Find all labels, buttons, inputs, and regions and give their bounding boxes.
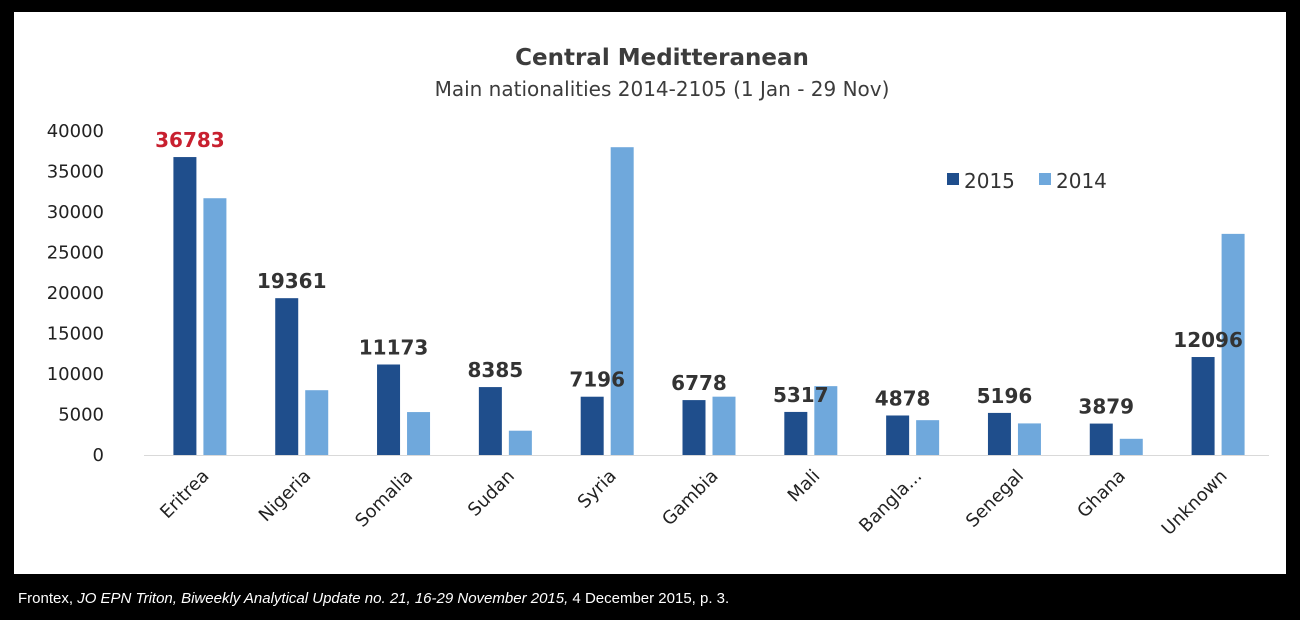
bar-2015-ghana [1089, 423, 1113, 455]
data-label-2015: 6778 [671, 371, 727, 395]
data-label-2015: 36783 [155, 128, 225, 152]
caption-prefix: Frontex, [18, 590, 78, 607]
data-label-2015: 7196 [569, 368, 625, 392]
y-axis: 0 5000 10000 15000 20000 25000 30000 35000 40000 [47, 121, 1269, 466]
legend: 2015 2014 [947, 169, 1107, 193]
bar-2015-eritrea [173, 157, 197, 456]
bar-2014-somalia [407, 412, 431, 455]
y-tick-label: 30000 [47, 202, 104, 223]
x-tick-label: Eritrea [156, 466, 213, 523]
y-tick-label: 10000 [47, 364, 104, 385]
bar-2015-gambia [682, 400, 706, 455]
x-tick-label: Nigeria [255, 466, 315, 526]
bar-2015-sudan [478, 387, 502, 455]
bar-2015-bangla [886, 415, 910, 455]
x-tick-label: Senegal [962, 466, 1028, 532]
y-tick-label: 35000 [47, 162, 104, 183]
y-tick-label: 25000 [47, 243, 104, 264]
bars-group [173, 147, 1245, 456]
data-label-2015: 3879 [1078, 395, 1134, 419]
x-tick-label: Unknown [1158, 466, 1232, 540]
bar-2015-syria [580, 396, 604, 455]
bar-2014-unknown [1221, 233, 1245, 455]
y-tick-label: 0 [93, 445, 104, 466]
caption-title: JO EPN Triton, Biweekly Analytical Updat… [77, 590, 569, 607]
legend-swatch-2014 [1039, 173, 1051, 185]
bar-2014-mali [814, 386, 838, 455]
x-axis: Eritrea Nigeria Somalia Sudan Syria Gambia Mal… [156, 466, 1231, 540]
data-label-2015: 5196 [977, 384, 1033, 408]
y-tick-label: 5000 [58, 405, 104, 426]
data-labels-group: 36783 19361 11173 8385 7196 6778 5317 4878 5196 3… [155, 128, 1243, 419]
data-label-2015: 4878 [875, 386, 931, 410]
x-tick-label: Syria [574, 466, 621, 513]
chart-subtitle: Main nationalities 2014-2105 (1 Jan - 29… [435, 77, 890, 101]
chart-title: Central Meditteranean [515, 45, 809, 71]
bar-2015-senegal [987, 412, 1011, 455]
data-label-2015: 5317 [773, 383, 829, 407]
chart-panel: Central Meditteranean Main nationalities… [14, 12, 1286, 574]
source-caption: Frontex, JO EPN Triton, Biweekly Analyti… [18, 590, 729, 607]
bar-2015-nigeria [275, 298, 299, 455]
x-tick-label: Bangla... [855, 466, 926, 537]
x-tick-label: Sudan [464, 466, 519, 521]
bar-2014-ghana [1119, 438, 1143, 455]
legend-label-2014: 2014 [1056, 169, 1107, 193]
y-tick-label: 40000 [47, 121, 104, 142]
chart-svg: Central Meditteranean Main nationalities… [47, 45, 1269, 540]
bar-2014-eritrea [203, 198, 227, 456]
bar-2015-somalia [377, 364, 401, 455]
legend-label-2015: 2015 [964, 169, 1015, 193]
bar-2015-mali [784, 411, 808, 455]
y-tick-label: 20000 [47, 283, 104, 304]
caption-suffix: 4 December 2015, p. 3. [568, 590, 730, 607]
bar-2014-nigeria [305, 390, 329, 455]
data-label-2015: 11173 [359, 335, 429, 359]
legend-swatch-2015 [947, 173, 959, 185]
bar-2014-senegal [1017, 423, 1041, 455]
bar-2014-sudan [508, 430, 532, 455]
bar-2014-syria [610, 147, 634, 455]
x-tick-label: Gambia [658, 466, 722, 530]
x-tick-label: Ghana [1073, 466, 1129, 522]
data-label-2015: 12096 [1173, 328, 1243, 352]
bar-2014-gambia [712, 396, 736, 455]
x-tick-label: Mali [784, 466, 825, 507]
bar-2014-bangla [916, 420, 940, 455]
x-tick-label: Somalia [351, 466, 417, 532]
y-tick-label: 15000 [47, 324, 104, 345]
data-label-2015: 19361 [257, 269, 327, 293]
bar-2015-unknown [1191, 357, 1215, 455]
data-label-2015: 8385 [468, 358, 524, 382]
